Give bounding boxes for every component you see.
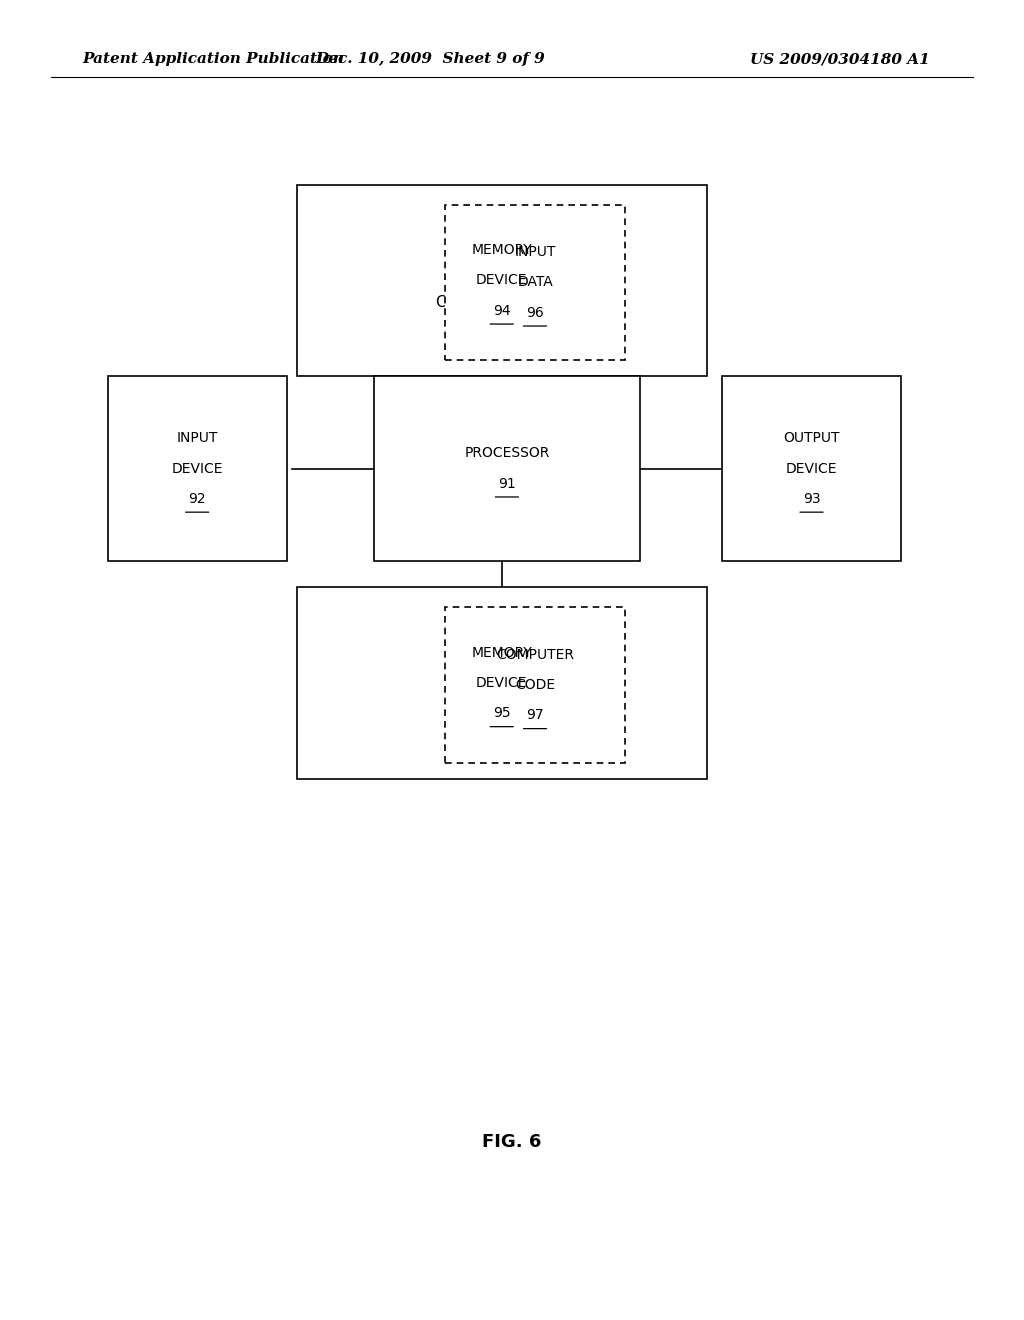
Text: DEVICE: DEVICE <box>476 676 527 690</box>
Text: 90: 90 <box>503 326 521 342</box>
Text: COMPUTER SYSTEM: COMPUTER SYSTEM <box>436 294 588 310</box>
Text: CODE: CODE <box>515 678 555 692</box>
Bar <box>297 185 707 376</box>
Text: 91: 91 <box>498 477 516 491</box>
Text: DEVICE: DEVICE <box>171 462 223 475</box>
Bar <box>297 587 707 779</box>
Text: COMPUTER: COMPUTER <box>496 648 574 661</box>
Text: OUTPUT: OUTPUT <box>783 432 840 445</box>
Bar <box>445 607 625 763</box>
Bar <box>445 205 625 360</box>
Text: Patent Application Publication: Patent Application Publication <box>82 53 344 66</box>
Text: FIG. 6: FIG. 6 <box>482 1133 542 1151</box>
Bar <box>374 376 640 561</box>
Text: DEVICE: DEVICE <box>476 273 527 288</box>
Text: 96: 96 <box>526 306 544 319</box>
Text: 97: 97 <box>526 709 544 722</box>
Text: INPUT: INPUT <box>176 432 218 445</box>
Text: 94: 94 <box>493 304 511 318</box>
Text: 92: 92 <box>188 492 206 506</box>
Text: MEMORY: MEMORY <box>471 243 532 257</box>
Text: DATA: DATA <box>517 276 553 289</box>
Text: Dec. 10, 2009  Sheet 9 of 9: Dec. 10, 2009 Sheet 9 of 9 <box>315 53 545 66</box>
Bar <box>722 376 901 561</box>
Text: PROCESSOR: PROCESSOR <box>464 446 550 461</box>
Text: 93: 93 <box>803 492 820 506</box>
Text: INPUT: INPUT <box>514 246 556 259</box>
Text: MEMORY: MEMORY <box>471 645 532 660</box>
Text: DEVICE: DEVICE <box>785 462 838 475</box>
Bar <box>108 376 287 561</box>
Text: 95: 95 <box>493 706 511 721</box>
Text: US 2009/0304180 A1: US 2009/0304180 A1 <box>750 53 930 66</box>
